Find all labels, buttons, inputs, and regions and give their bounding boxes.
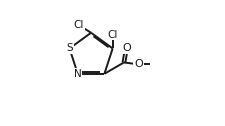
Text: Cl: Cl — [74, 20, 84, 30]
Text: Cl: Cl — [108, 30, 118, 40]
Text: N: N — [74, 69, 82, 79]
Text: O: O — [134, 59, 143, 69]
Text: S: S — [66, 43, 73, 53]
Text: O: O — [122, 43, 131, 53]
